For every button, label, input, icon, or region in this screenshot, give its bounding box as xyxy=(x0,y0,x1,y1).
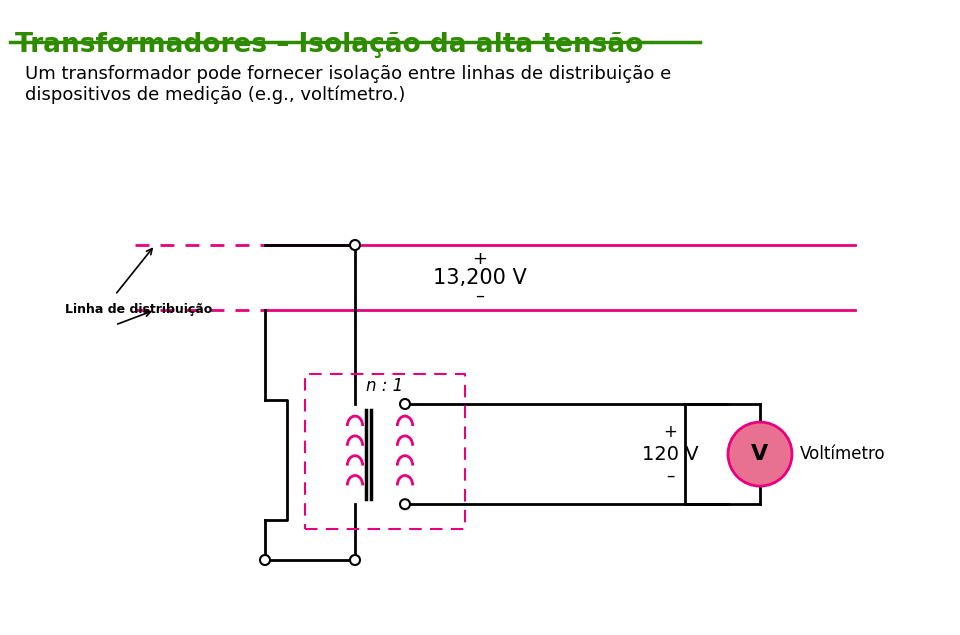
Circle shape xyxy=(350,555,360,565)
Circle shape xyxy=(728,422,792,486)
Text: –: – xyxy=(666,467,674,485)
Circle shape xyxy=(400,499,410,509)
Text: Linha de distribuição: Linha de distribuição xyxy=(65,304,212,316)
Text: 120 V: 120 V xyxy=(641,444,698,464)
Text: n : 1: n : 1 xyxy=(367,377,403,395)
Text: Transformadores – Isolação da alta tensão: Transformadores – Isolação da alta tensã… xyxy=(15,32,643,58)
Text: Um transformador pode fornecer isolação entre linhas de distribuição e
dispositi: Um transformador pode fornecer isolação … xyxy=(25,65,671,104)
Text: +: + xyxy=(472,250,488,269)
Text: –: – xyxy=(475,286,485,305)
Circle shape xyxy=(260,555,270,565)
Text: +: + xyxy=(663,423,677,441)
Text: V: V xyxy=(752,444,769,464)
Circle shape xyxy=(350,240,360,250)
Text: 13,200 V: 13,200 V xyxy=(433,267,527,288)
Circle shape xyxy=(400,399,410,409)
Text: Voltímetro: Voltímetro xyxy=(800,445,886,463)
